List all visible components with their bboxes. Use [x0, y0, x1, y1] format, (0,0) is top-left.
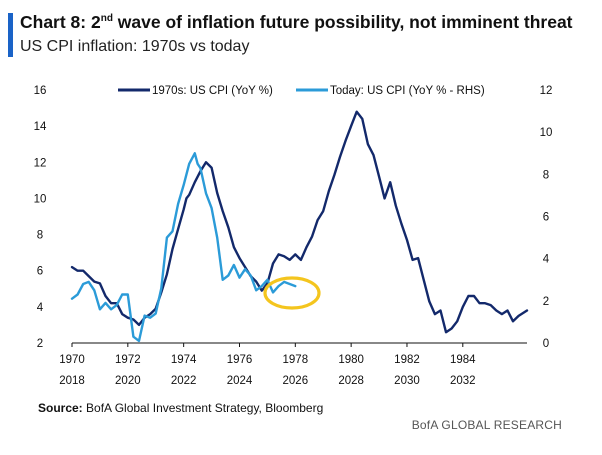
y-right-tick-label: 0 — [543, 338, 549, 350]
y-right-tick-label: 2 — [543, 296, 549, 308]
legend-label-1970s: 1970s: US CPI (YoY %) — [152, 85, 273, 97]
chart-title: Chart 8: 2nd wave of inflation future po… — [20, 12, 573, 32]
y-left-tick-label: 10 — [34, 193, 47, 205]
y-left-tick-label: 4 — [37, 302, 44, 314]
y-right-tick-label: 10 — [540, 127, 553, 139]
y-left-tick-label: 14 — [34, 121, 47, 133]
x-tick-label-bottom: 2026 — [283, 375, 309, 387]
y-left-tick-label: 6 — [37, 266, 43, 278]
title-accent-bar — [8, 13, 13, 57]
x-tick-label-top: 1982 — [394, 354, 420, 366]
x-tick-label-bottom: 2030 — [394, 375, 420, 387]
x-tick-label-bottom: 2020 — [115, 375, 141, 387]
x-tick-label-top: 1974 — [171, 354, 197, 366]
chart-source: Source: BofA Global Investment Strategy,… — [38, 401, 324, 415]
y-right-tick-label: 8 — [543, 169, 549, 181]
y-right-tick-label: 12 — [540, 85, 553, 97]
y-left-tick-label: 12 — [34, 157, 47, 169]
x-tick-label-bottom: 2024 — [227, 375, 253, 387]
x-tick-label-bottom: 2032 — [450, 375, 476, 387]
series-line-1970s — [70, 110, 529, 334]
y-left-tick-label: 16 — [34, 85, 47, 97]
x-tick-label-top: 1972 — [115, 354, 141, 366]
x-tick-label-bottom: 2028 — [338, 375, 364, 387]
legend-label-today: Today: US CPI (YoY % - RHS) — [330, 85, 485, 97]
series-line-today — [70, 152, 297, 343]
x-tick-label-top: 1978 — [283, 354, 309, 366]
y-left-tick-label: 2 — [37, 338, 43, 350]
chart-subtitle: US CPI inflation: 1970s vs today — [20, 38, 250, 55]
research-footer: BofA GLOBAL RESEARCH — [411, 418, 562, 432]
y-right-tick-label: 6 — [543, 212, 549, 224]
x-tick-label-bottom: 2018 — [59, 375, 85, 387]
y-left-tick-label: 8 — [37, 230, 43, 242]
x-tick-label-top: 1970 — [59, 354, 85, 366]
x-tick-label-top: 1984 — [450, 354, 476, 366]
x-tick-label-top: 1980 — [338, 354, 364, 366]
x-tick-label-top: 1976 — [227, 354, 253, 366]
y-right-tick-label: 4 — [543, 254, 550, 266]
highlight-circle — [263, 276, 321, 310]
x-tick-label-bottom: 2022 — [171, 375, 197, 387]
